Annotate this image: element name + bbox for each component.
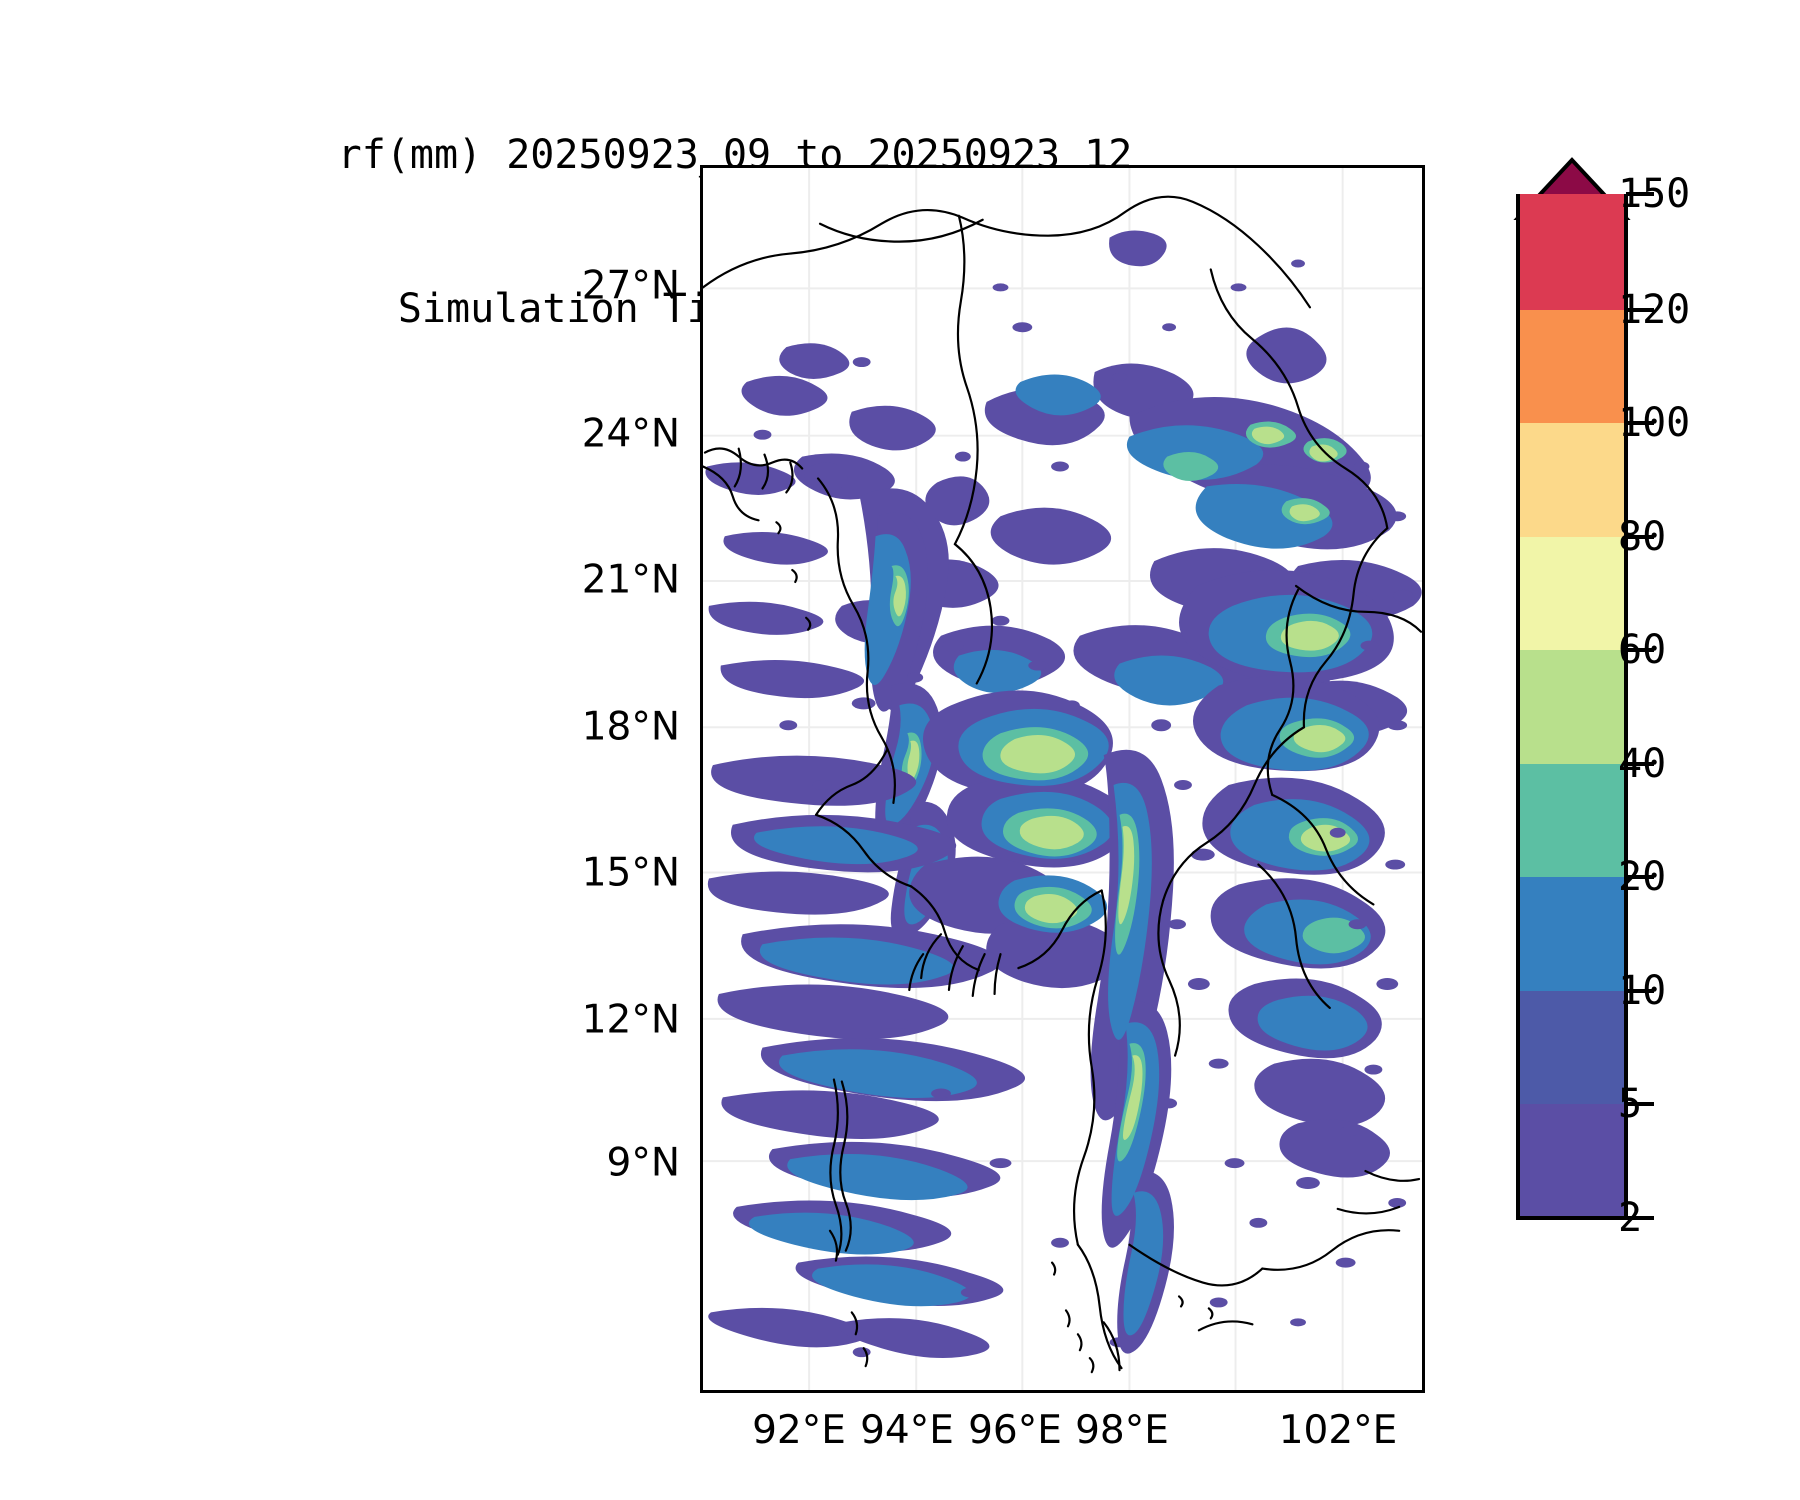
- colorbar-band-60-80: [1518, 537, 1626, 650]
- colorbar-graphic: [1513, 157, 1654, 1220]
- rainfall-map: [703, 168, 1422, 1390]
- colorbar-label-10: 10: [1618, 968, 1667, 1014]
- x-tick-102e: 102°E: [1278, 1408, 1398, 1453]
- colorbar-band-10-20: [1518, 877, 1626, 991]
- y-tick-12n: 12°N: [581, 997, 680, 1043]
- colorbar-label-100: 100: [1618, 400, 1691, 446]
- colorbar-band-40-60: [1518, 650, 1626, 764]
- coastline-overlay: [703, 195, 1422, 1374]
- x-tick-98e: 98°E: [1075, 1408, 1169, 1453]
- colorbar-label-5: 5: [1618, 1081, 1643, 1127]
- precip-speckle: [753, 259, 1414, 1358]
- y-tick-9n: 9°N: [606, 1140, 681, 1186]
- colorbar-label-2: 2: [1618, 1195, 1643, 1241]
- colorbar-band-100-120: [1518, 310, 1626, 423]
- colorbar-bands: [1518, 194, 1626, 1218]
- map-axes: [700, 165, 1425, 1393]
- colorbar-band-120-150: [1518, 194, 1626, 310]
- colorbar-label-80: 80: [1618, 514, 1667, 560]
- y-tick-27n: 27°N: [581, 263, 680, 309]
- x-tick-94e: 94°E: [860, 1408, 954, 1453]
- colorbar-band-2-5: [1518, 1104, 1626, 1218]
- y-tick-24n: 24°N: [581, 411, 680, 457]
- precip-band-rakhine-max: [893, 575, 920, 781]
- colorbar-label-150: 150: [1618, 171, 1691, 217]
- precip-bangladesh: [741, 343, 850, 416]
- colorbar-label-60: 60: [1618, 627, 1667, 673]
- x-tick-96e: 96°E: [968, 1408, 1062, 1453]
- y-tick-21n: 21°N: [581, 557, 680, 603]
- colorbar-band-5-10: [1518, 991, 1626, 1104]
- x-tick-92e: 92°E: [752, 1408, 846, 1453]
- colorbar-outline: [1516, 194, 1628, 1220]
- colorbar: 150 120 100 80 60 40 20 10 5 2: [1510, 150, 1800, 1380]
- y-tick-15n: 15°N: [581, 850, 680, 896]
- colorbar-band-80-100: [1518, 423, 1626, 537]
- y-tick-18n: 18°N: [581, 704, 680, 750]
- colorbar-label-20: 20: [1618, 854, 1667, 900]
- precipitation-contours: [705, 230, 1422, 1359]
- colorbar-label-40: 40: [1618, 741, 1667, 787]
- colorbar-label-120: 120: [1618, 287, 1691, 333]
- colorbar-band-20-40: [1518, 764, 1626, 877]
- colorbar-ticks: [1626, 192, 1654, 1220]
- precip-band-central-max: [1000, 735, 1084, 924]
- precip-band-tanintharyi-max: [1118, 826, 1143, 1140]
